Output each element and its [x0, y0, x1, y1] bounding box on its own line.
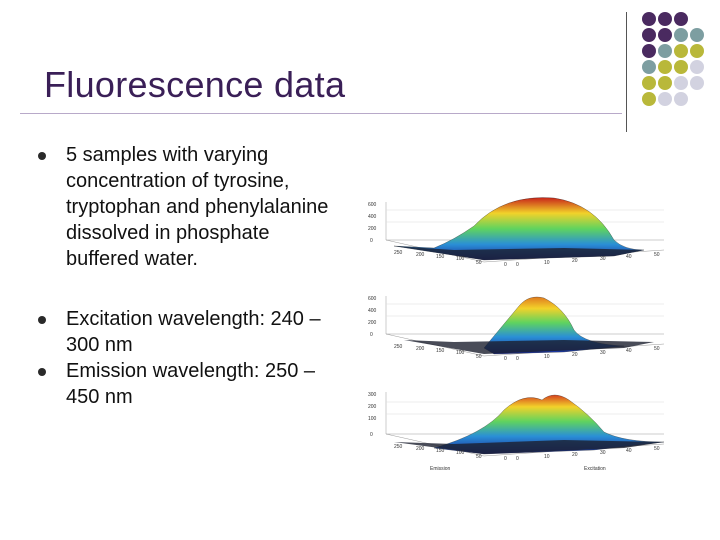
decorative-dot	[642, 92, 656, 106]
decorative-dot	[674, 12, 688, 26]
decorative-dot	[642, 44, 656, 58]
decorative-vertical-line	[626, 12, 627, 132]
z-tick: 200	[368, 320, 377, 326]
decorative-dot	[642, 60, 656, 74]
emission-tick: 150	[436, 254, 445, 260]
excitation-tick: 30	[600, 450, 606, 456]
emission-tick: 0	[504, 356, 507, 362]
emission-tick: 200	[416, 346, 425, 352]
decorative-dot	[674, 76, 688, 90]
decorative-dot	[690, 76, 704, 90]
excitation-tick: 10	[544, 354, 550, 360]
bullet-text: Excitation wavelength: 240 – 300 nm	[66, 308, 321, 356]
emission-tick: 250	[394, 344, 403, 350]
decorative-dot	[690, 44, 704, 58]
bullet-item: Excitation wavelength: 240 – 300 nm	[38, 306, 338, 358]
surface	[433, 394, 665, 455]
excitation-tick: 30	[600, 350, 606, 356]
z-tick: 400	[368, 214, 377, 220]
decorative-dot	[658, 12, 672, 26]
emission-axis-label: Emission	[430, 466, 451, 472]
excitation-tick: 0	[516, 262, 519, 268]
emission-tick: 0	[504, 262, 507, 268]
z-tick: 200	[368, 226, 377, 232]
emission-tick: 200	[416, 446, 425, 452]
title-underline	[20, 113, 622, 114]
emission-tick: 50	[476, 454, 482, 460]
decorative-dot	[642, 76, 656, 90]
excitation-tick: 0	[516, 456, 519, 462]
emission-tick: 150	[436, 348, 445, 354]
z-tick: 0	[370, 332, 373, 338]
surface-base	[394, 440, 664, 454]
surface-base	[404, 340, 654, 354]
z-tick: 0	[370, 238, 373, 244]
decorative-dot	[690, 60, 704, 74]
z-tick: 200	[368, 404, 377, 410]
decorative-dot	[674, 92, 688, 106]
emission-tick: 100	[456, 450, 465, 456]
decorative-dot	[642, 12, 656, 26]
excitation-tick: 50	[654, 252, 660, 258]
z-tick: 100	[368, 416, 377, 422]
z-tick: 0	[370, 432, 373, 438]
excitation-tick: 20	[572, 452, 578, 458]
bullet-item: Emission wavelength: 250 – 450 nm	[38, 358, 338, 410]
z-tick: 600	[368, 202, 377, 208]
decorative-dot	[658, 92, 672, 106]
excitation-tick: 10	[544, 454, 550, 460]
emission-tick: 150	[436, 448, 445, 454]
emission-tick: 250	[394, 250, 403, 256]
fluorescence-surface-plot-3: 300 200 100 0 250 200 150 100 50 0 0 10 …	[368, 392, 665, 472]
emission-tick: 100	[456, 256, 465, 262]
decorative-dot	[642, 28, 656, 42]
excitation-tick: 40	[626, 448, 632, 454]
z-tick: 300	[368, 392, 377, 398]
emission-tick: 100	[456, 350, 465, 356]
excitation-tick: 30	[600, 256, 606, 262]
emission-tick: 50	[476, 260, 482, 266]
emission-tick: 50	[476, 354, 482, 360]
bullet-text: Emission wavelength: 250 – 450 nm	[66, 360, 316, 408]
fluorescence-surface-plot-1: 600 400 200 0 250 200 150 100 50 0 0 10 …	[368, 197, 665, 268]
bullet-text: 5 samples with varying concentration of …	[66, 144, 329, 270]
emission-tick: 0	[504, 456, 507, 462]
decorative-dot	[690, 28, 704, 42]
emission-tick: 200	[416, 252, 425, 258]
surface	[393, 197, 645, 261]
excitation-tick: 20	[572, 258, 578, 264]
bullet-dot-icon	[38, 368, 46, 376]
excitation-axis-label: Excitation	[584, 466, 606, 472]
decorative-dot	[658, 76, 672, 90]
emission-tick: 250	[394, 444, 403, 450]
excitation-tick: 10	[544, 260, 550, 266]
excitation-tick: 50	[654, 446, 660, 452]
excitation-tick: 50	[654, 346, 660, 352]
surface-base	[394, 246, 644, 260]
bullet-dot-icon	[38, 152, 46, 160]
decorative-dot	[658, 60, 672, 74]
excitation-tick: 0	[516, 356, 519, 362]
bullet-dot-icon	[38, 316, 46, 324]
z-tick: 400	[368, 308, 377, 314]
decorative-dot	[674, 60, 688, 74]
decorative-dot	[674, 44, 688, 58]
z-tick: 600	[368, 296, 377, 302]
decorative-dot	[658, 44, 672, 58]
bullet-list: 5 samples with varying concentration of …	[38, 142, 338, 410]
excitation-tick: 40	[626, 348, 632, 354]
bullet-item: 5 samples with varying concentration of …	[38, 142, 338, 272]
decorative-dot	[658, 28, 672, 42]
decorative-dot	[674, 28, 688, 42]
slide-title: Fluorescence data	[44, 64, 346, 105]
fluorescence-surface-plot-2: 600 400 200 0 250 200 150 100 50 0 0 10 …	[368, 296, 665, 362]
excitation-tick: 20	[572, 352, 578, 358]
excitation-tick: 40	[626, 254, 632, 260]
